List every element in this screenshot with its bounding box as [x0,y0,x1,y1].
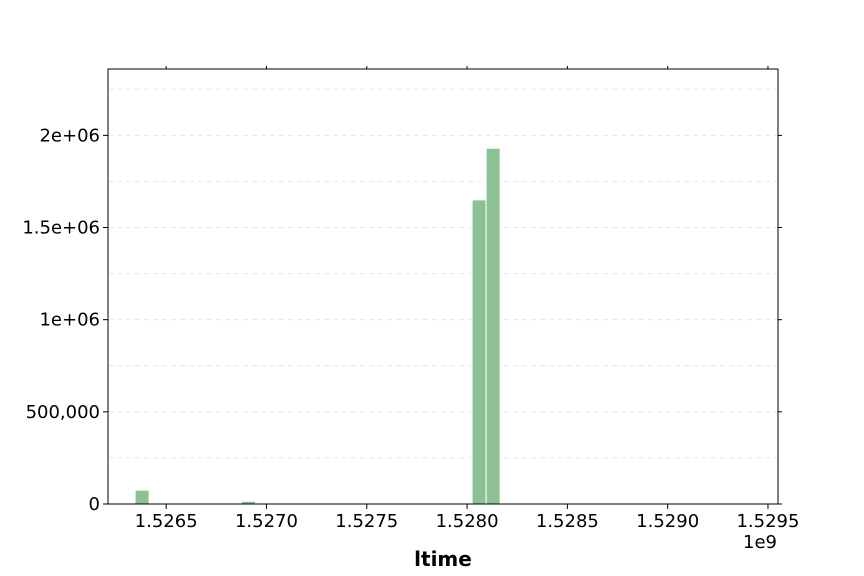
x-axis-offset-label: 1e9 [743,532,777,553]
x-tick-label: 1.5265 [135,511,198,532]
x-tick-label: 1.5270 [235,511,298,532]
x-tick-label: 1.5280 [436,511,499,532]
y-tick-label: 1.5e+06 [22,218,100,239]
histogram-bar [485,147,501,505]
x-tick-label: 1.5290 [636,511,699,532]
histogram-bar [134,489,150,505]
histogram-bar [471,199,487,505]
x-tick-label: 1.5275 [335,511,398,532]
x-axis-ticks: 1.5265 1.5270 1.5275 1.5280 1.5285 1.5290 1.52… [135,66,799,532]
y-axis-ticks: 0 500,000 1e+06 1.5e+06 2e+06 [22,125,782,515]
y-tick-label: 1e+06 [39,310,100,331]
x-axis-title: ltime [414,547,472,571]
grid-lines [108,88,778,459]
plot-frame [107,68,779,505]
bars [134,147,501,505]
x-tick-label: 1.5285 [536,511,599,532]
y-tick-label: 500,000 [26,402,100,423]
x-tick-label: 1.5295 [736,511,799,532]
y-tick-label: 0 [89,494,100,515]
y-tick-label: 2e+06 [39,125,100,146]
